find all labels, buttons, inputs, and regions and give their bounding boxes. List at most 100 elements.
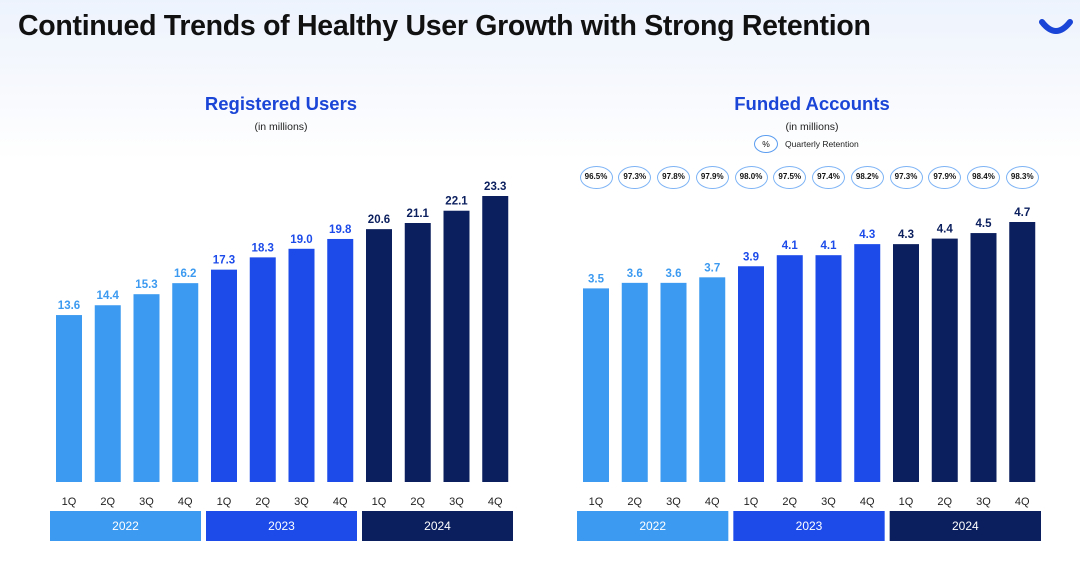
funded-accounts-subtitle: (in millions) [785, 121, 839, 133]
retention-pill: 98.2% [850, 166, 884, 189]
registered-users-value-label: 19.8 [329, 224, 352, 236]
funded-accounts-bar [738, 266, 764, 482]
registered-users-value-label: 17.3 [213, 255, 235, 267]
retention-pill: 97.9% [928, 166, 962, 189]
registered-users-tick-label: 3Q [449, 496, 464, 508]
registered-users-value-label: 14.4 [97, 290, 120, 302]
retention-legend-label: Quarterly Retention [785, 139, 859, 149]
funded-accounts-value-label: 4.7 [1014, 207, 1030, 219]
registered-users-bar [366, 229, 392, 482]
registered-users-bar [94, 305, 121, 482]
registered-users-value-label: 21.1 [407, 208, 430, 220]
funded-accounts-year-band [889, 511, 1041, 541]
registered-users-tick-label: 2Q [100, 496, 115, 508]
brand-logo-icon [1039, 19, 1073, 34]
funded-accounts-year-label: 2022 [639, 519, 666, 533]
funded-accounts-year-label: 2023 [796, 519, 823, 533]
funded-accounts-bar [893, 244, 919, 482]
funded-accounts-tick-label: 2Q [782, 496, 797, 508]
registered-users-bar [482, 196, 509, 482]
funded-accounts-year-band [733, 511, 885, 541]
funded-accounts-value-label: 4.1 [782, 240, 799, 252]
registered-users-bar [56, 315, 82, 482]
registered-users-year-band [362, 511, 513, 541]
registered-users-tick-label: 1Q [372, 496, 387, 508]
registered-users-bar [133, 294, 160, 482]
page-title: Continued Trends of Healthy User Growth … [18, 10, 871, 42]
registered-users-year-label: 2022 [112, 519, 139, 533]
registered-users-tick-label: 1Q [217, 496, 232, 508]
registered-users-value-label: 13.6 [58, 300, 80, 312]
registered-users-value-label: 16.2 [174, 268, 196, 280]
registered-users-bar [288, 248, 315, 482]
funded-accounts-value-label: 4.4 [937, 224, 954, 236]
funded-accounts-tick-label: 1Q [899, 496, 914, 508]
registered-users-bar [443, 210, 470, 482]
registered-users-value-label: 15.3 [135, 279, 157, 291]
funded-accounts-year-label: 2024 [952, 519, 979, 533]
funded-accounts-tick-label: 3Q [976, 496, 991, 508]
registered-users-bar [327, 238, 354, 482]
funded-accounts-bar [621, 282, 648, 482]
funded-accounts-bar [854, 244, 881, 482]
retention-pill: 97.9% [695, 166, 729, 189]
registered-users-year-band [206, 511, 357, 541]
funded-accounts-tick-label: 3Q [666, 496, 681, 508]
funded-accounts-bar [699, 277, 726, 482]
funded-accounts-value-label: 3.5 [588, 273, 605, 285]
funded-accounts-value-label: 3.6 [666, 268, 682, 280]
funded-accounts-year-band [577, 511, 729, 541]
funded-accounts-value-label: 4.5 [976, 218, 993, 230]
funded-accounts-tick-label: 4Q [860, 496, 875, 508]
funded-accounts-bar [583, 288, 609, 482]
funded-accounts-tick-label: 3Q [821, 496, 836, 508]
registered-users-tick-label: 3Q [139, 496, 154, 508]
registered-users-tick-label: 2Q [410, 496, 425, 508]
funded-accounts-bar [1009, 222, 1036, 482]
funded-accounts-tick-label: 4Q [1015, 496, 1030, 508]
retention-pill: 97.5% [773, 166, 807, 189]
registered-users-bar [211, 269, 237, 482]
funded-accounts-bar [970, 233, 997, 482]
retention-pill: 97.8% [657, 166, 690, 189]
registered-users-value-label: 18.3 [252, 242, 274, 254]
funded-accounts-value-label: 3.7 [704, 262, 720, 274]
registered-users-value-label: 19.0 [290, 234, 312, 246]
registered-users-tick-label: 3Q [294, 496, 309, 508]
registered-users-tick-label: 4Q [488, 496, 503, 508]
retention-pill: 97.4% [812, 166, 845, 189]
registered-users-title: Registered Users [204, 93, 358, 114]
registered-users-tick-label: 1Q [62, 496, 77, 508]
retention-pill: 98.3% [1005, 166, 1039, 189]
funded-accounts-tick-label: 2Q [937, 496, 952, 508]
registered-users-bar [404, 223, 431, 483]
funded-accounts-bar [815, 255, 842, 482]
retention-pill: 96.5% [579, 166, 613, 189]
retention-pill: 97.3% [618, 166, 652, 189]
registered-users-year-label: 2023 [268, 519, 295, 533]
funded-accounts-value-label: 4.3 [898, 229, 914, 241]
funded-accounts-tick-label: 1Q [589, 496, 604, 508]
funded-accounts-title: Funded Accounts [734, 93, 890, 114]
registered-users-year-label: 2024 [424, 519, 451, 533]
funded-accounts-bar [660, 282, 687, 482]
registered-users-value-label: 23.3 [484, 181, 506, 193]
funded-accounts-bar [776, 255, 803, 482]
registered-users-bar [249, 257, 276, 482]
funded-accounts-value-label: 3.6 [627, 268, 643, 280]
registered-users-value-label: 22.1 [445, 196, 468, 208]
registered-users-tick-label: 2Q [255, 496, 270, 508]
funded-accounts-value-label: 3.9 [743, 251, 759, 263]
funded-accounts-bar [931, 238, 958, 482]
retention-legend-symbol: % [754, 135, 778, 153]
registered-users-year-band [50, 511, 201, 541]
registered-users-tick-label: 4Q [178, 496, 193, 508]
retention-pill: 98.4% [967, 166, 1000, 189]
registered-users-value-label: 20.6 [368, 214, 390, 226]
registered-users-bar [172, 283, 199, 482]
funded-accounts-tick-label: 1Q [744, 496, 759, 508]
funded-accounts-tick-label: 4Q [705, 496, 720, 508]
registered-users-tick-label: 4Q [333, 496, 348, 508]
funded-accounts-value-label: 4.1 [821, 240, 838, 252]
